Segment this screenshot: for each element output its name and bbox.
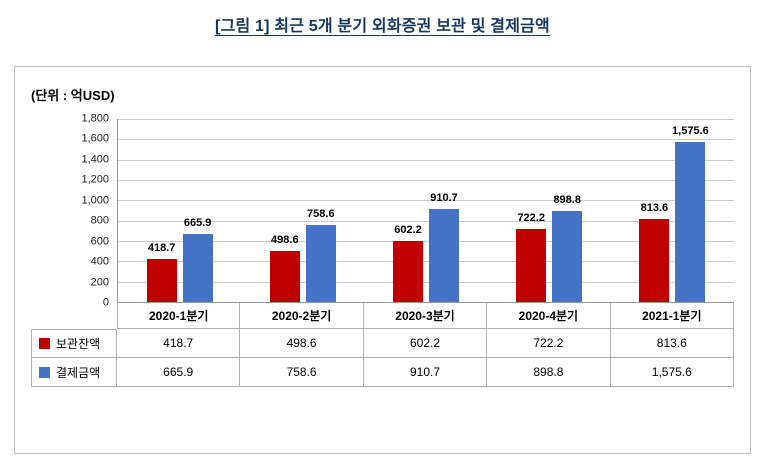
bar-red: 813.6 [639, 203, 670, 302]
legend-cell: 보관잔액 [31, 329, 117, 358]
gridline [118, 200, 734, 202]
chart-container: (단위 : 억USD) 0 200 400 600 800 1,000 1,200 1,400… [14, 66, 751, 454]
bar-group: 813.6 1,575.6 [611, 119, 734, 302]
bar-blue: 1,575.6 [672, 125, 709, 302]
bar-value-label: 418.7 [147, 242, 176, 255]
value-cell: 1,575.6 [610, 358, 734, 387]
bar-value-label: 758.6 [307, 207, 335, 220]
value-cell: 602.2 [363, 329, 488, 358]
legend-swatch-red [39, 338, 50, 349]
bar-group: 722.2 898.8 [488, 119, 611, 302]
bar-value-label: 602.2 [394, 223, 422, 236]
y-tick-label: 400 [90, 255, 109, 268]
gridline [118, 220, 734, 222]
bar-value-label: 498.6 [271, 234, 299, 247]
value-cell: 813.6 [610, 329, 734, 358]
y-tick-label: 0 [102, 296, 109, 309]
y-tick-label: 600 [90, 235, 109, 248]
bar-value-label: 665.9 [183, 217, 212, 230]
figure-title: [그림 1] 최근 5개 분기 외화증권 보관 및 결제금액 [215, 18, 550, 35]
y-tick-label: 800 [90, 214, 109, 227]
unit-label: (단위 : 억USD) [31, 88, 115, 103]
value-cell: 898.8 [487, 358, 611, 387]
gridline [118, 281, 734, 283]
value-cell: 418.7 [117, 329, 241, 358]
category-cell: 2020-4분기 [487, 303, 611, 329]
y-tick-label: 200 [90, 276, 109, 289]
bar-red: 498.6 [269, 235, 300, 302]
y-axis: 0 200 400 600 800 1,000 1,200 1,400 1,600 1,800 [31, 113, 117, 308]
bar-group: 498.6 758.6 [241, 119, 364, 302]
gridline [118, 159, 734, 161]
legend-label: 보관잔액 [56, 337, 101, 351]
legend-label: 결제금액 [56, 365, 101, 380]
gridline [118, 261, 734, 263]
category-cell: 2021-1분기 [610, 303, 734, 329]
y-tick-label: 1,000 [81, 194, 109, 207]
legend-cell: 결제금액 [31, 358, 117, 387]
gridline [118, 119, 734, 120]
bar-group: 418.7 665.9 [118, 119, 241, 302]
legend-swatch-blue [39, 366, 50, 378]
category-cell: 2020-3분기 [363, 303, 488, 329]
bar-value-label: 1,575.6 [672, 124, 709, 137]
gridline [118, 241, 734, 242]
y-tick-label: 1,800 [81, 112, 109, 125]
y-tick-label: 1,200 [81, 173, 109, 186]
bar-blue: 910.7 [429, 193, 459, 302]
bar-blue: 665.9 [182, 218, 213, 302]
category-cell: 2020-1분기 [117, 303, 241, 329]
bar-value-label: 898.8 [553, 193, 581, 206]
value-cell: 498.6 [240, 329, 364, 358]
bar-red: 722.2 [516, 212, 547, 302]
category-cell: 2020-2분기 [240, 303, 364, 329]
bar-blue: 758.6 [305, 208, 336, 302]
bar-blue: 898.8 [552, 194, 583, 302]
bar-red: 418.7 [146, 243, 177, 302]
value-cell: 722.2 [487, 329, 611, 358]
bar-group: 602.2 910.7 [364, 119, 487, 302]
value-cell: 910.7 [363, 358, 488, 387]
plot-area: 418.7 665.9 498.6 758.6 602.2 910.7 722.2 898.8… [117, 119, 734, 303]
value-cell: 758.6 [240, 358, 364, 387]
value-cell: 665.9 [117, 358, 241, 387]
gridline [118, 180, 734, 181]
bar-value-label: 910.7 [430, 192, 458, 205]
y-tick-label: 1,600 [81, 132, 109, 145]
bar-value-label: 722.2 [517, 211, 545, 224]
bar-value-label: 813.6 [640, 202, 669, 215]
gridline [118, 139, 734, 141]
y-tick-label: 1,400 [81, 153, 109, 166]
bar-chart-with-data-table: 0 200 400 600 800 1,000 1,200 1,400 1,600 1,800 41… [31, 113, 734, 387]
bar-red: 602.2 [393, 224, 423, 302]
